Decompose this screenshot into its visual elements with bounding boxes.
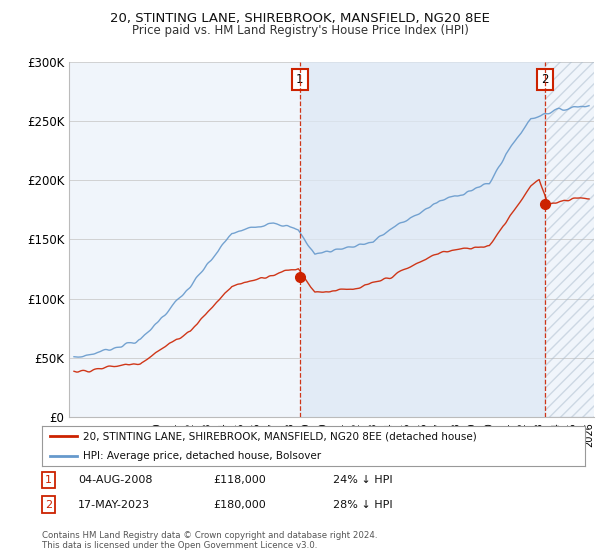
Text: Price paid vs. HM Land Registry's House Price Index (HPI): Price paid vs. HM Land Registry's House …: [131, 24, 469, 37]
Bar: [545, 62, 598, 417]
Bar: [299, 62, 545, 417]
Text: 17-MAY-2023: 17-MAY-2023: [78, 500, 150, 510]
Text: 2: 2: [45, 500, 52, 510]
Text: 04-AUG-2008: 04-AUG-2008: [78, 475, 152, 485]
Text: 28% ↓ HPI: 28% ↓ HPI: [333, 500, 392, 510]
Text: 20, STINTING LANE, SHIREBROOK, MANSFIELD, NG20 8EE: 20, STINTING LANE, SHIREBROOK, MANSFIELD…: [110, 12, 490, 25]
Text: £118,000: £118,000: [213, 475, 266, 485]
Text: HPI: Average price, detached house, Bolsover: HPI: Average price, detached house, Bols…: [83, 451, 321, 461]
Text: 24% ↓ HPI: 24% ↓ HPI: [333, 475, 392, 485]
Text: 1: 1: [45, 475, 52, 485]
Text: 2: 2: [541, 73, 548, 86]
Text: 1: 1: [296, 73, 304, 86]
Text: Contains HM Land Registry data © Crown copyright and database right 2024.
This d: Contains HM Land Registry data © Crown c…: [42, 531, 377, 550]
Text: £180,000: £180,000: [213, 500, 266, 510]
Text: 20, STINTING LANE, SHIREBROOK, MANSFIELD, NG20 8EE (detached house): 20, STINTING LANE, SHIREBROOK, MANSFIELD…: [83, 432, 476, 441]
